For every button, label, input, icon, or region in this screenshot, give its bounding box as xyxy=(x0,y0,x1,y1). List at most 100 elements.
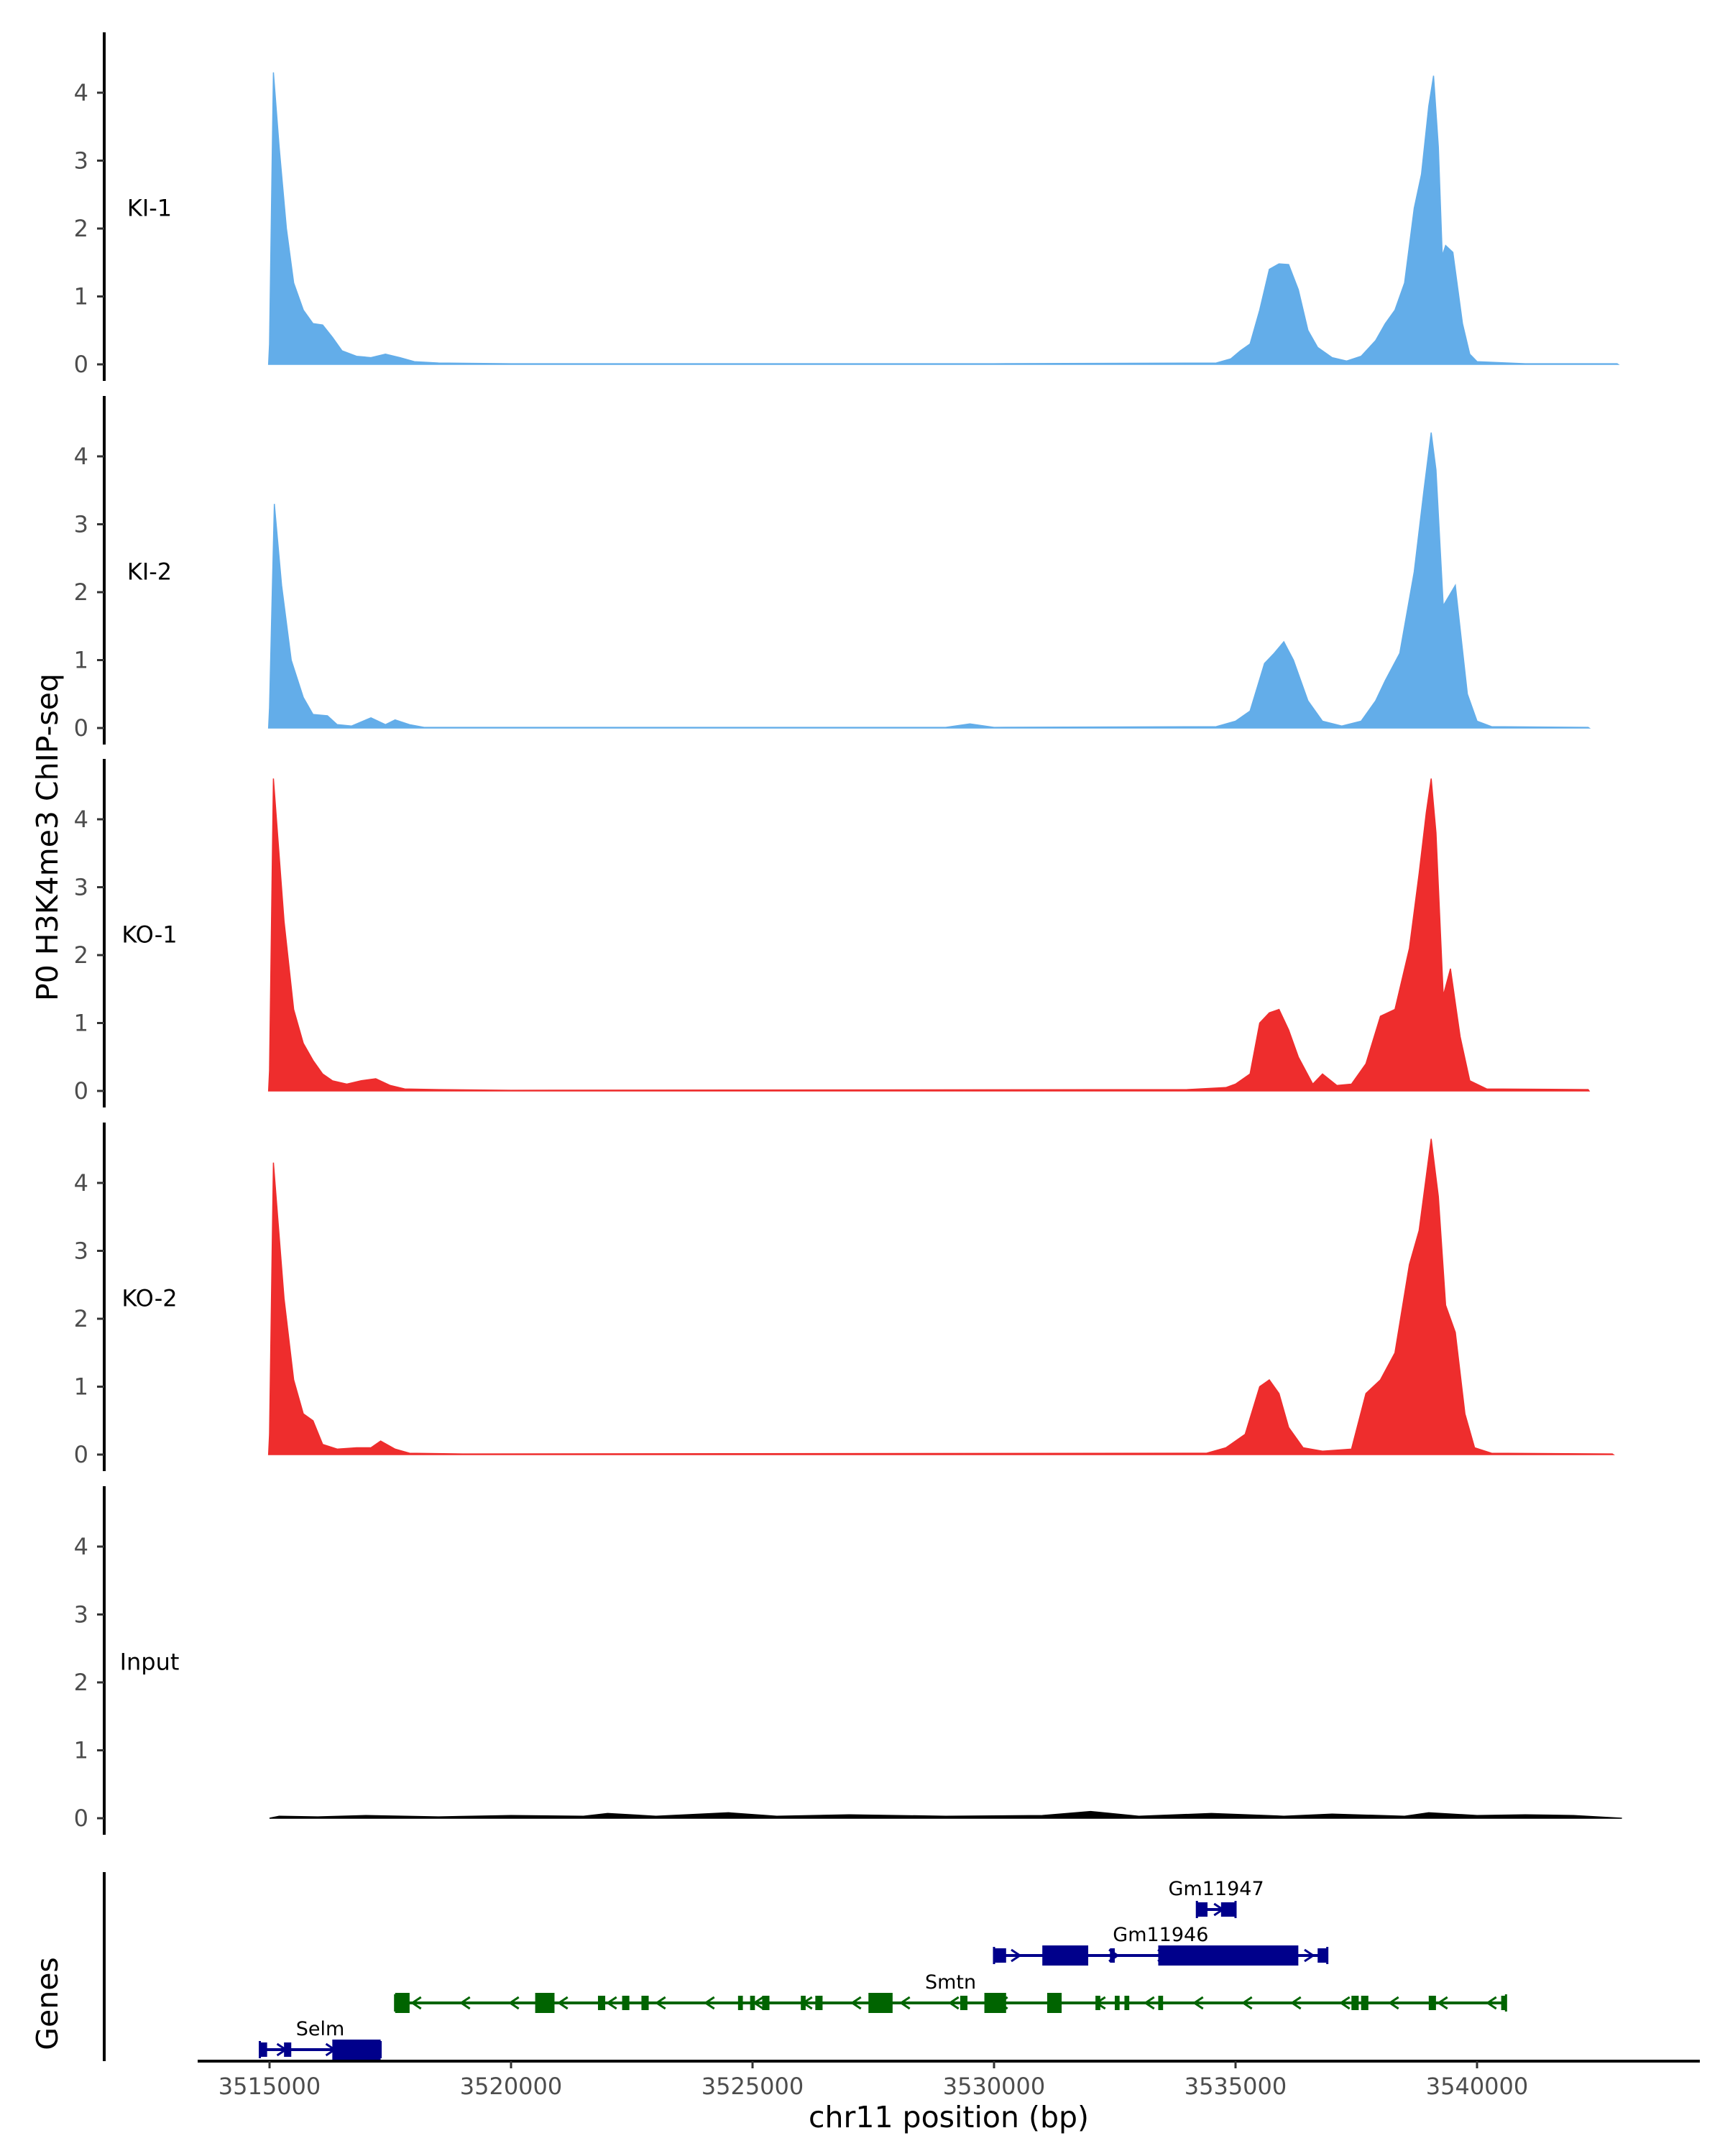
gene-exon xyxy=(535,1993,555,2013)
x-axis-title: chr11 position (bp) xyxy=(809,2100,1089,2134)
gene-exon xyxy=(1158,1996,1164,2010)
strand-chevron xyxy=(557,1996,569,2010)
gene-name-label: Selm xyxy=(296,2018,345,2040)
strand-chevron xyxy=(850,1996,862,2010)
x-tick-label: 3540000 xyxy=(1426,2073,1529,2100)
gene-exon xyxy=(1220,1902,1236,1917)
gene-exon xyxy=(984,1993,1006,2013)
genes-panel: Gm11947 Gm11946 Smtn Selm xyxy=(103,1872,1507,2061)
signal-area-ki-1 xyxy=(267,72,1620,365)
gene-exon xyxy=(1046,1993,1062,2013)
gene-name-label: Gm11947 xyxy=(1169,1878,1264,1900)
y-tick-label: 0 xyxy=(74,351,88,378)
gene-exon xyxy=(1197,1902,1208,1917)
gene-exon xyxy=(332,2040,381,2060)
strand-chevron xyxy=(1388,1996,1399,2010)
gene-name-label: Smtn xyxy=(925,1971,976,1994)
gene-exon xyxy=(1501,1996,1506,2010)
series-label: Input xyxy=(120,1649,180,1676)
series-label: KI-1 xyxy=(127,195,172,222)
gene-exon xyxy=(1158,1945,1299,1966)
strand-chevron xyxy=(1144,1996,1155,2010)
y-tick-label: 3 xyxy=(74,147,88,175)
strand-chevron xyxy=(508,1996,520,2010)
gene-exon xyxy=(868,1993,893,2013)
gene-exon xyxy=(1317,1948,1328,1963)
y-tick-label: 4 xyxy=(74,443,88,470)
strand-chevron xyxy=(1486,1996,1497,2010)
genes-axis-title: Genes xyxy=(30,1957,65,2050)
y-tick-label: 2 xyxy=(74,215,88,242)
strand-chevron xyxy=(1011,1948,1022,1963)
gene-exon xyxy=(1042,1945,1089,1966)
track-panel-ki-1: 0 1 2 3 4 KI-1 xyxy=(74,32,1620,381)
gene-gm11946: Gm11946 xyxy=(993,1924,1329,1966)
x-axis: 3515000 3520000 3525000 3530000 3535000 35400… xyxy=(198,2060,1700,2100)
track-panels: 0 1 2 3 4 KI-1 0 1 2 3 4 KI-2 0 1 2 3 4 KO-1 0 1 2 3 4 KO-2 0 1 2 3… xyxy=(74,32,1622,1835)
y-axis-title: P0 H3K4me3 ChIP-seq xyxy=(30,673,65,1001)
strand-chevron xyxy=(1304,1948,1315,1963)
gene-exon xyxy=(1095,1996,1100,2010)
y-tick-label: 1 xyxy=(74,647,88,674)
y-tick-label: 0 xyxy=(74,1077,88,1105)
series-label: KO-1 xyxy=(121,921,177,949)
strand-chevron xyxy=(1192,1996,1204,2010)
track-panel-input: 0 1 2 3 4 Input xyxy=(74,1486,1622,1835)
gene-exon xyxy=(1124,1996,1130,2010)
strand-chevron xyxy=(1290,1996,1302,2010)
series-label: KO-2 xyxy=(121,1285,177,1312)
series-label: KI-2 xyxy=(127,558,172,586)
y-tick-label: 2 xyxy=(74,579,88,606)
gene-exon xyxy=(622,1996,630,2010)
gene-exon xyxy=(284,2042,292,2057)
y-tick-label: 4 xyxy=(74,1169,88,1197)
y-tick-label: 2 xyxy=(74,1305,88,1332)
y-tick-label: 4 xyxy=(74,1533,88,1560)
y-tick-label: 1 xyxy=(74,1737,88,1764)
y-tick-label: 2 xyxy=(74,1669,88,1696)
y-tick-label: 0 xyxy=(74,1441,88,1468)
gene-exon xyxy=(801,1996,806,2010)
strand-chevron xyxy=(606,1996,617,2010)
y-tick-label: 4 xyxy=(74,806,88,833)
gene-exon xyxy=(737,1996,743,2010)
x-tick-label: 3525000 xyxy=(702,2073,804,2100)
strand-chevron xyxy=(899,1996,911,2010)
y-tick-label: 0 xyxy=(74,1805,88,1832)
y-tick-label: 3 xyxy=(74,1601,88,1628)
y-tick-label: 1 xyxy=(74,283,88,310)
strand-chevron xyxy=(459,1996,471,2010)
y-tick-label: 2 xyxy=(74,941,88,969)
gene-exon xyxy=(750,1996,755,2010)
gene-smtn: Smtn xyxy=(394,1971,1507,2013)
y-tick-label: 1 xyxy=(74,1010,88,1037)
y-tick-label: 3 xyxy=(74,874,88,901)
x-tick-label: 3530000 xyxy=(943,2073,1046,2100)
gene-exon xyxy=(259,2042,267,2057)
strand-chevron xyxy=(704,1996,715,2010)
gene-name-label: Gm11946 xyxy=(1113,1924,1208,1946)
x-tick-label: 3515000 xyxy=(218,2073,321,2100)
gene-exon xyxy=(597,1996,606,2010)
track-panel-ki-2: 0 1 2 3 4 KI-2 xyxy=(74,396,1591,745)
track-panel-ko-2: 0 1 2 3 4 KO-2 xyxy=(74,1123,1615,1471)
strand-chevron xyxy=(1339,1996,1351,2010)
strand-chevron xyxy=(655,1996,666,2010)
gene-gm11947: Gm11947 xyxy=(1169,1878,1264,1918)
strand-chevron xyxy=(1437,1996,1448,2010)
gene-exon xyxy=(960,1996,968,2010)
y-tick-label: 0 xyxy=(74,714,88,742)
gene-exon xyxy=(395,1993,410,2013)
gene-exon xyxy=(1110,1948,1115,1963)
gene-exon xyxy=(641,1996,649,2010)
gene-exon xyxy=(762,1996,770,2010)
gene-exon xyxy=(1115,1996,1120,2010)
y-tick-label: 1 xyxy=(74,1373,88,1401)
track-panel-ko-1: 0 1 2 3 4 KO-1 xyxy=(74,759,1591,1107)
gene-exon xyxy=(994,1948,1006,1963)
signal-area-ki-2 xyxy=(267,432,1591,729)
signal-area-ko-2 xyxy=(267,1138,1615,1455)
y-tick-label: 3 xyxy=(74,511,88,538)
gene-exon xyxy=(815,1996,823,2010)
